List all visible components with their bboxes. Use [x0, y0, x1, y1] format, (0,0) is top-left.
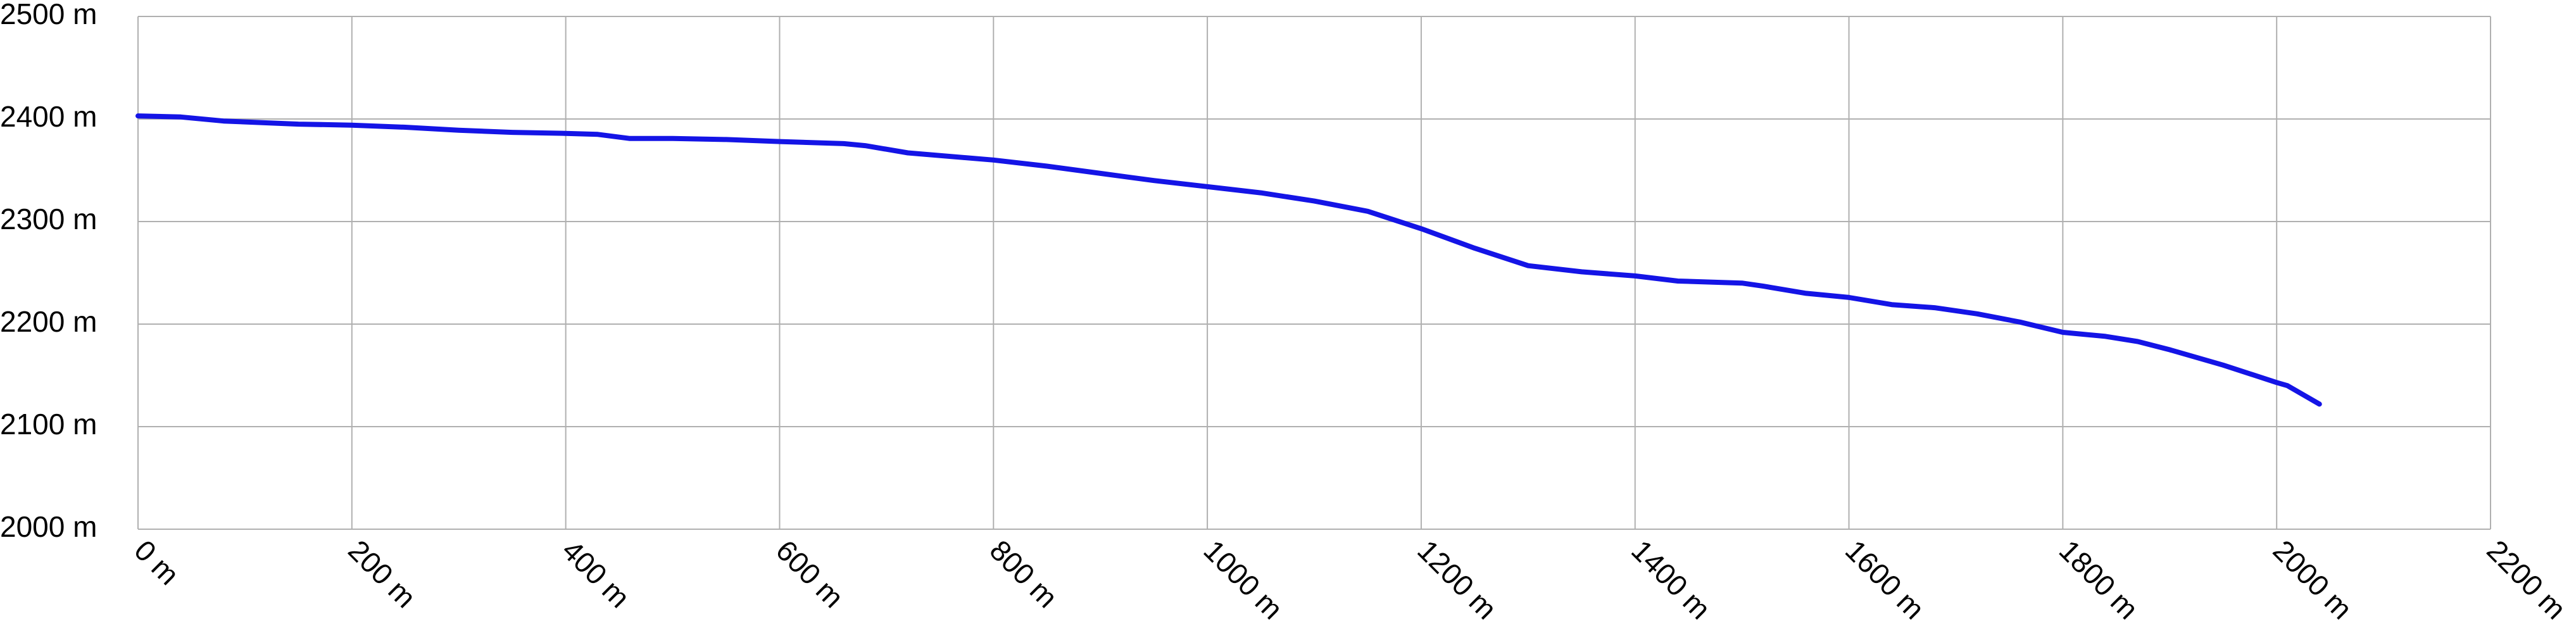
x-tick-label: 800 m	[984, 534, 1064, 614]
x-tick-label: 1800 m	[2053, 534, 2145, 625]
y-tick-label: 2500 m	[0, 0, 97, 30]
x-tick-label: 0 m	[128, 534, 185, 591]
y-tick-label: 2000 m	[0, 510, 97, 543]
x-tick-label: 1600 m	[1839, 534, 1931, 625]
y-tick-label: 2400 m	[0, 100, 97, 133]
x-tick-label: 2200 m	[2480, 534, 2572, 625]
y-tick-label: 2200 m	[0, 305, 97, 338]
y-tick-label: 2100 m	[0, 408, 97, 441]
elevation-line	[135, 113, 2322, 407]
x-tick-label: 2000 m	[2267, 534, 2359, 625]
x-tick-label: 1400 m	[1625, 534, 1717, 625]
x-tick-label: 1200 m	[1411, 534, 1503, 625]
x-tick-label: 200 m	[342, 534, 422, 614]
x-tick-label: 600 m	[770, 534, 850, 614]
x-tick-label: 400 m	[556, 534, 636, 614]
y-tick-label: 2300 m	[0, 203, 97, 235]
x-tick-label: 1000 m	[1197, 534, 1289, 625]
